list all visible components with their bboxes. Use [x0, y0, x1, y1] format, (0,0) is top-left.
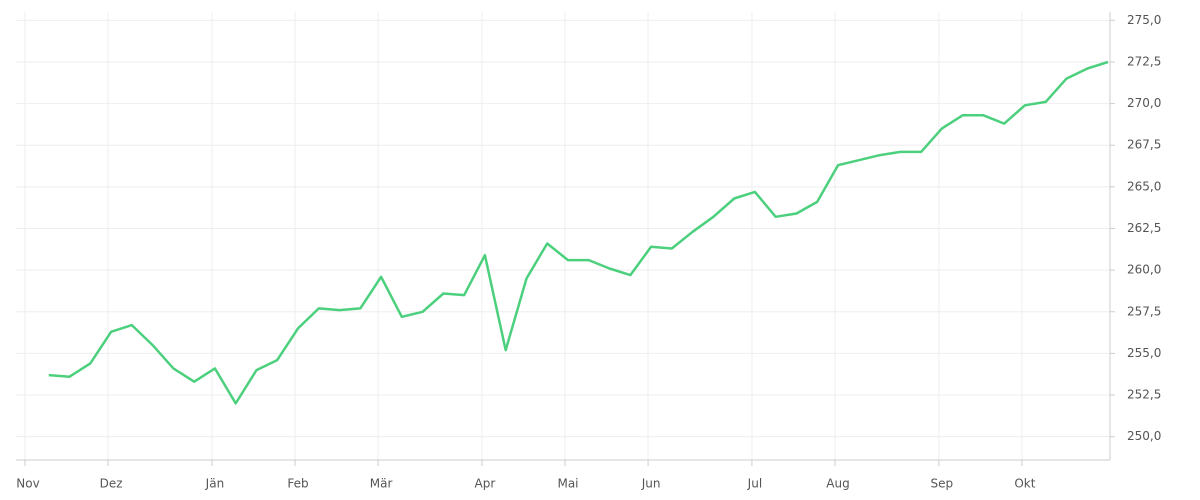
x-tick-label: Mai: [557, 477, 578, 491]
x-tick-label: Aug: [826, 477, 849, 491]
y-tick-label: 250,0: [1127, 429, 1161, 443]
x-tick-label: Jän: [205, 477, 225, 491]
x-tick-label: Jun: [641, 477, 661, 491]
y-tick-label: 275,0: [1127, 13, 1161, 27]
x-tick-label: Jul: [747, 477, 762, 491]
x-tick-label: Feb: [287, 477, 308, 491]
x-tick-label: Mär: [370, 477, 393, 491]
y-tick-label: 265,0: [1127, 179, 1161, 193]
x-tick-label: Dez: [100, 477, 123, 491]
x-tick-label: Nov: [16, 477, 39, 491]
y-tick-label: 272,5: [1127, 54, 1161, 68]
y-tick-label: 252,5: [1127, 388, 1161, 402]
y-tick-label: 262,5: [1127, 221, 1161, 235]
y-tick-label: 260,0: [1127, 263, 1161, 277]
y-tick-label: 267,5: [1127, 138, 1161, 152]
x-tick-label: Okt: [1014, 477, 1035, 491]
y-tick-label: 270,0: [1127, 96, 1161, 110]
x-tick-label: Sep: [931, 477, 954, 491]
x-tick-label: Apr: [475, 477, 496, 491]
data-line: [48, 60, 1109, 405]
y-tick-label: 255,0: [1127, 346, 1161, 360]
y-tick-label: 257,5: [1127, 304, 1161, 318]
